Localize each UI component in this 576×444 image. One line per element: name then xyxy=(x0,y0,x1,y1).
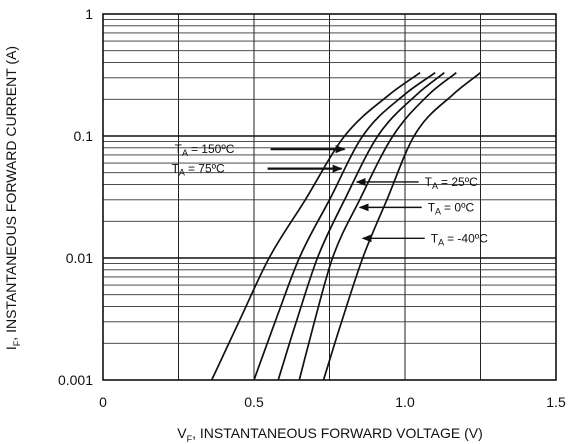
tick-labels: 0 0.5 1.0 1.5 1 0.1 0.01 0.001 xyxy=(58,6,566,410)
annotation-text: = 75ºC xyxy=(188,162,225,176)
x-axis-title-text: , INSTANTANEOUS FORWARD VOLTAGE (V) xyxy=(192,425,483,441)
annotation-label-0: TA = 150ºC xyxy=(175,142,235,158)
x-tick-label: 1.5 xyxy=(546,394,566,410)
x-axis-title: VF, INSTANTANEOUS FORWARD VOLTAGE (V) xyxy=(177,425,483,444)
x-tick-label: 1.0 xyxy=(395,394,415,410)
y-axis-title-subscript: F xyxy=(12,340,22,346)
x-axis-title-prefix: V xyxy=(177,425,187,441)
y-axis-title-prefix: I xyxy=(3,346,19,350)
annotation-text: = 150ºC xyxy=(191,142,235,156)
grid xyxy=(103,14,556,380)
plot-frame xyxy=(102,13,557,381)
y-tick-label: 1 xyxy=(85,6,93,22)
annotation-subscript: A xyxy=(432,181,438,191)
annotation-prefix: T xyxy=(431,231,439,245)
annotation-text: = -40ºC xyxy=(447,231,488,245)
y-tick-label: 0.001 xyxy=(58,372,93,388)
y-tick-label: 0.01 xyxy=(66,250,93,266)
annotation-subscript: A xyxy=(435,206,441,216)
annotation-text: = 25ºC xyxy=(441,175,478,189)
x-axis-title-subscript: F xyxy=(187,434,193,444)
curves xyxy=(210,72,482,381)
y-tick-label: 0.1 xyxy=(74,128,94,144)
x-tick-label: 0 xyxy=(99,394,107,410)
annotation-label-2: TA = 25ºC xyxy=(425,175,478,191)
annotation-subscript: A xyxy=(179,168,185,178)
annotation-prefix: T xyxy=(175,142,183,156)
y-axis-title-text: , INSTANTANEOUS FORWARD CURRENT (A) xyxy=(3,46,19,341)
annotation-prefix: T xyxy=(172,162,180,176)
annotation-text: = 0ºC xyxy=(444,200,474,214)
y-axis-title: IF, INSTANTANEOUS FORWARD CURRENT (A) xyxy=(3,46,22,350)
series-line-3 xyxy=(298,72,457,381)
annotation-label-4: TA = -40ºC xyxy=(431,231,488,247)
annotation-label-1: TA = 75ºC xyxy=(172,162,225,178)
annotation-prefix: T xyxy=(428,200,436,214)
series-line-4 xyxy=(322,72,482,381)
annotation-label-3: TA = 0ºC xyxy=(428,200,475,216)
annotation-prefix: T xyxy=(425,175,433,189)
x-tick-label: 0.5 xyxy=(244,394,264,410)
annotation-subscript: A xyxy=(182,148,188,158)
series-line-2 xyxy=(277,72,445,381)
series-line-1 xyxy=(253,72,436,381)
series-line-0 xyxy=(210,72,421,381)
annotation-subscript: A xyxy=(438,237,444,247)
